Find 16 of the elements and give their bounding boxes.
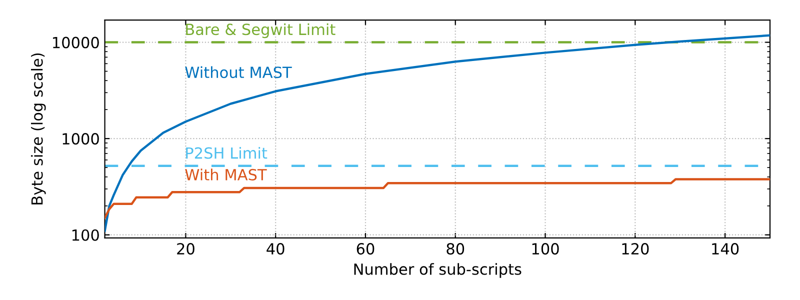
x-tick-label: 140 xyxy=(712,243,739,255)
y-tick-label: 100 xyxy=(72,229,99,241)
ref-line-label: P2SH Limit xyxy=(186,146,268,159)
y-axis-title: Byte size (log scale) xyxy=(30,53,46,204)
x-axis-title: Number of sub-scripts xyxy=(354,263,522,278)
x-tick-label: 100 xyxy=(532,243,559,255)
x-tick-label: 60 xyxy=(356,243,374,255)
series-label: With MAST xyxy=(185,168,267,180)
x-tick-label: 120 xyxy=(622,243,649,255)
x-tick-label: 20 xyxy=(177,243,194,255)
y-tick-label: 10000 xyxy=(53,36,99,48)
ref-line-label: Bare & Segwit Limit xyxy=(186,23,336,38)
x-tick-label: 80 xyxy=(446,243,464,255)
y-tick-label: 1000 xyxy=(62,133,99,145)
x-tick-label: 40 xyxy=(266,243,284,255)
series-label: Without MAST xyxy=(185,66,292,78)
